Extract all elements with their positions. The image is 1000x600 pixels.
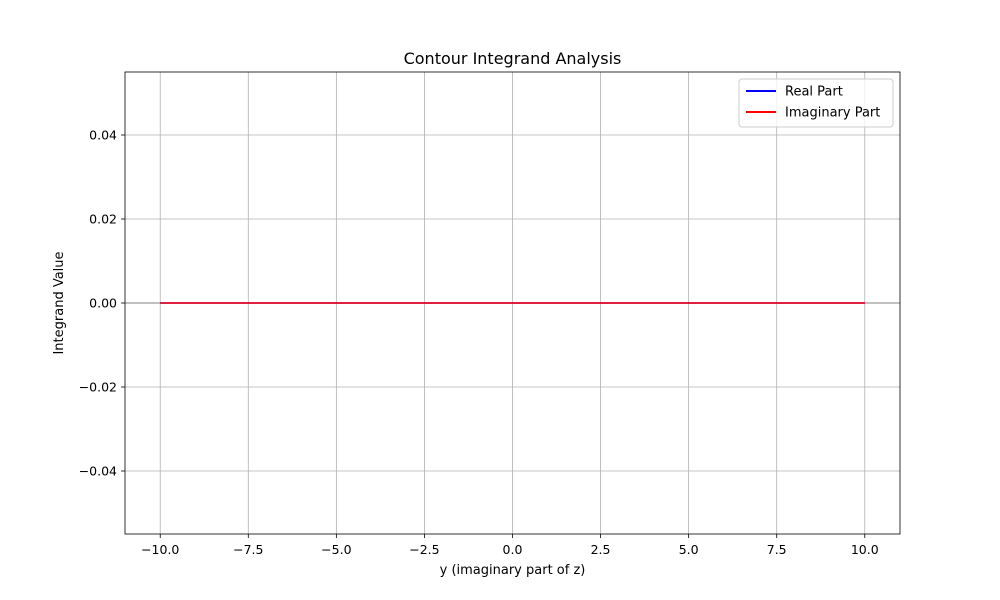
x-tick-label: 0.0 [503, 542, 523, 557]
y-axis-title: Integrand Value [52, 251, 67, 354]
x-tick-label: −10.0 [141, 542, 179, 557]
y-tick-label: −0.02 [79, 380, 117, 395]
legend: Real Part Imaginary Part [738, 78, 894, 128]
y-axis: −0.04 −0.02 0.00 0.02 0.04 [79, 128, 125, 479]
y-tick-label: 0.00 [89, 296, 117, 311]
x-tick-label: 2.5 [591, 542, 611, 557]
legend-label-imaginary-part: Imaginary Part [785, 106, 880, 121]
legend-box [738, 78, 894, 128]
x-tick-label: 5.0 [679, 542, 699, 557]
x-axis-title: y (imaginary part of z) [440, 563, 586, 578]
legend-label-real-part: Real Part [785, 85, 843, 100]
y-tick-label: −0.04 [79, 464, 117, 479]
x-tick-label: 7.5 [767, 542, 787, 557]
x-tick-label: −5.0 [321, 542, 351, 557]
x-axis: −10.0 −7.5 −5.0 −2.5 0.0 2.5 5.0 7.5 10.0 [141, 534, 879, 557]
y-tick-label: 0.02 [89, 212, 117, 227]
x-tick-label: 10.0 [851, 542, 879, 557]
x-tick-label: −2.5 [409, 542, 439, 557]
chart-title: Contour Integrand Analysis [404, 49, 622, 68]
y-tick-label: 0.04 [89, 128, 117, 143]
x-tick-label: −7.5 [233, 542, 263, 557]
